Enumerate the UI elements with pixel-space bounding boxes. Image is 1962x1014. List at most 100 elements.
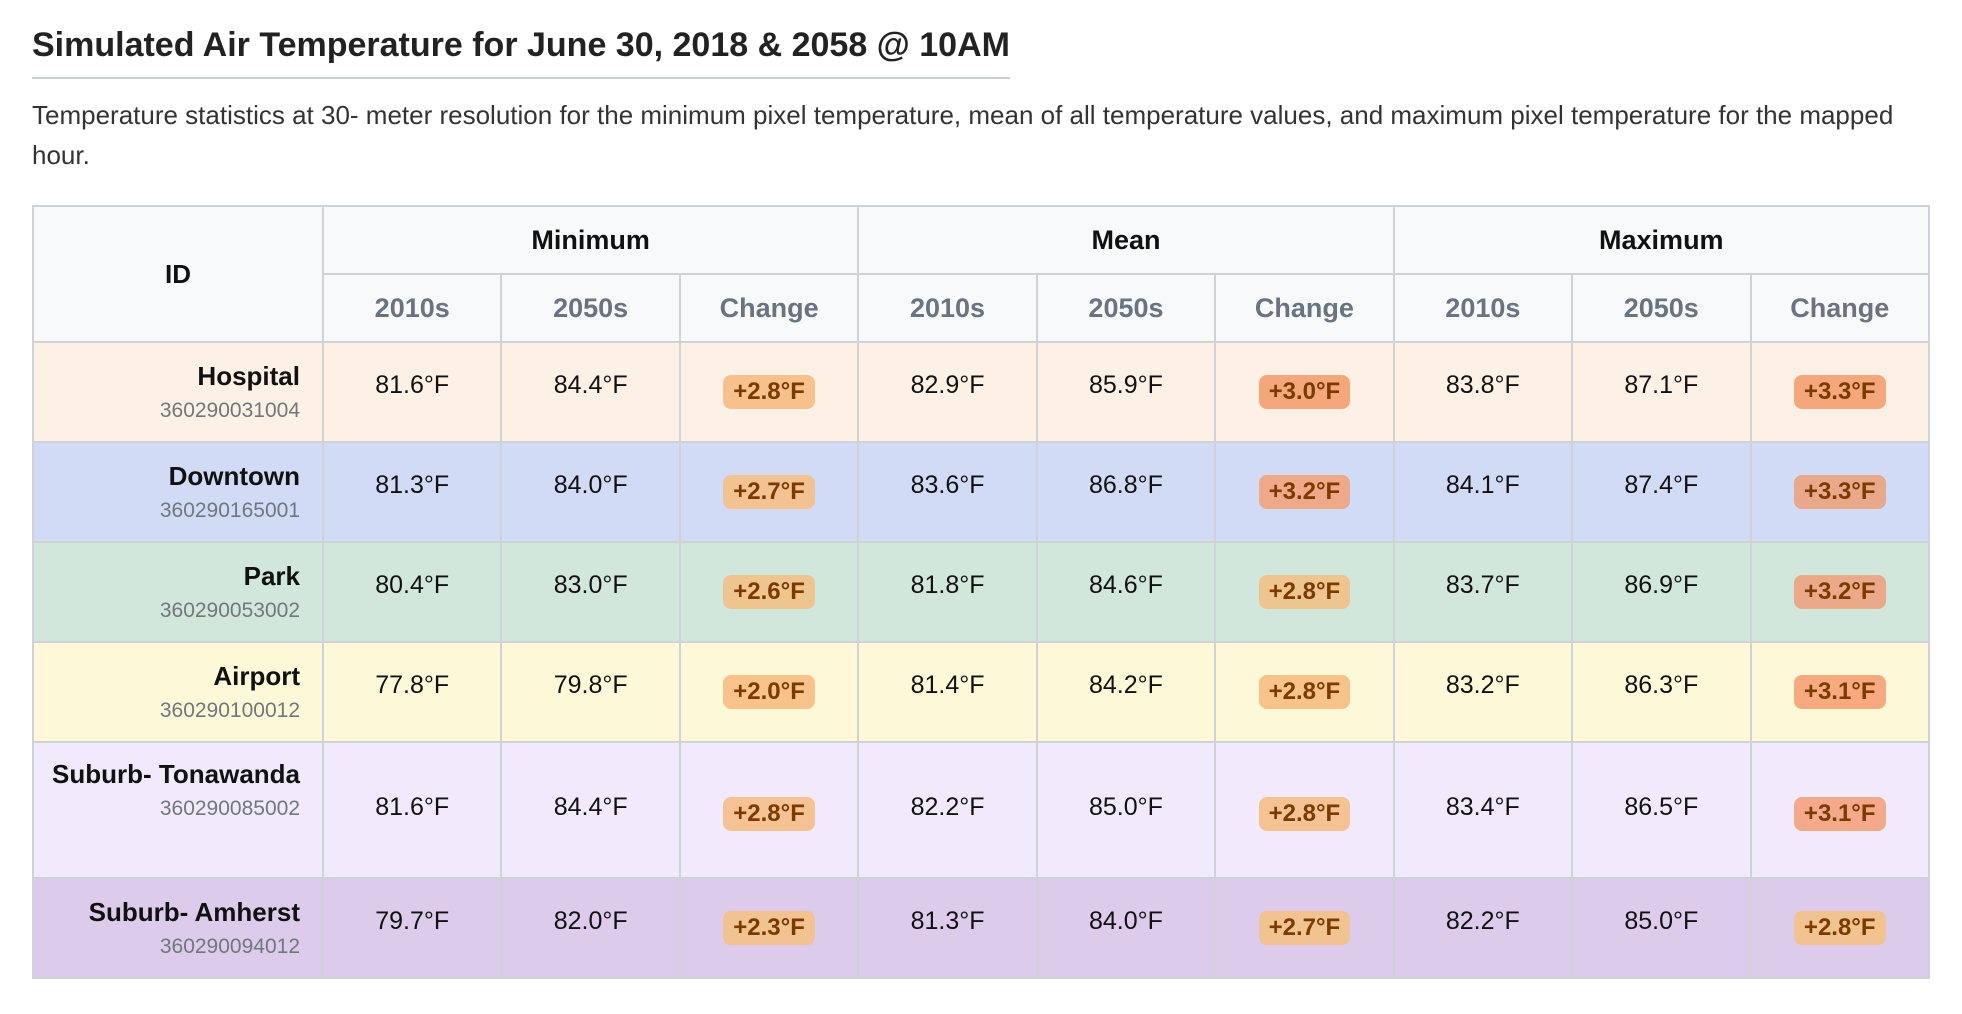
change-badge: +3.3°F [1793, 375, 1886, 409]
id-column-header: ID [32, 205, 324, 343]
table-row: Hospital 360290031004 81.6°F 84.4°F +2.8°F 82… [32, 341, 1930, 443]
max-2050s-cell: 86.3°F [1571, 641, 1752, 743]
mean-2010s-cell: 81.8°F [857, 541, 1038, 643]
min-2050s-cell: 82.0°F [500, 877, 681, 979]
change-badge: +3.3°F [1793, 475, 1886, 509]
min-change-cell: +2.7°F [678, 441, 860, 543]
mean-2010s-cell: 81.3°F [857, 877, 1038, 979]
location-code: 360290053002 [159, 599, 300, 622]
change-badge: +2.8°F [1793, 911, 1886, 945]
max-2050s-cell: 86.9°F [1571, 541, 1752, 643]
location-cell: Hospital 360290031004 [32, 341, 324, 443]
location-name: Suburb- Amherst [88, 897, 300, 927]
max-2050s-cell: 86.5°F [1571, 741, 1752, 879]
max-2010s-cell: 84.1°F [1392, 441, 1574, 543]
min-2010s-cell: 81.6°F [321, 341, 503, 443]
change-badge: +3.2°F [1793, 575, 1886, 609]
min-2010s-cell: 81.6°F [321, 741, 503, 879]
minimum-group-header: Minimum [321, 205, 860, 275]
change-badge: +2.8°F [1258, 675, 1351, 709]
max-change-cell: +2.8°F [1749, 877, 1930, 979]
location-code: 360290100012 [159, 699, 300, 722]
mean-2050s-cell: 85.0°F [1035, 741, 1217, 879]
max-change-cell: +3.1°F [1749, 641, 1930, 743]
change-badge: +2.8°F [1258, 575, 1351, 609]
location-code: 360290031004 [159, 399, 300, 422]
page-title: Simulated Air Temperature for June 30, 2… [32, 26, 1010, 79]
mean-2010s-cell: 82.9°F [857, 341, 1038, 443]
max-2010s-header: 2010s [1392, 273, 1574, 343]
mean-change-cell: +2.8°F [1214, 541, 1395, 643]
min-2010s-cell: 80.4°F [321, 541, 503, 643]
min-2010s-header: 2010s [321, 273, 503, 343]
mean-2010s-cell: 81.4°F [857, 641, 1038, 743]
max-2010s-cell: 82.2°F [1392, 877, 1574, 979]
table-row: Park 360290053002 80.4°F 83.0°F +2.6°F 81.8°F… [32, 541, 1930, 643]
min-change-cell: +2.8°F [678, 341, 860, 443]
location-cell: Suburb- Amherst 360290094012 [32, 877, 324, 979]
min-2050s-cell: 79.8°F [500, 641, 681, 743]
location-code: 360290094012 [159, 935, 300, 958]
mean-2050s-header: 2050s [1035, 273, 1217, 343]
max-2050s-cell: 85.0°F [1571, 877, 1752, 979]
table-row: Suburb- Tonawanda 360290085002 81.6°F 84.4°… [32, 741, 1930, 879]
max-2010s-cell: 83.7°F [1392, 541, 1574, 643]
page-description: Temperature statistics at 30- meter reso… [32, 100, 1894, 170]
max-2050s-cell: 87.4°F [1571, 441, 1752, 543]
max-2010s-cell: 83.8°F [1392, 341, 1574, 443]
min-change-cell: +2.0°F [678, 641, 860, 743]
table-row: Downtown 360290165001 81.3°F 84.0°F +2.7°F 83… [32, 441, 1930, 543]
min-2010s-cell: 79.7°F [321, 877, 503, 979]
min-2050s-cell: 83.0°F [500, 541, 681, 643]
mean-change-cell: +3.0°F [1214, 341, 1395, 443]
max-change-cell: +3.3°F [1749, 341, 1930, 443]
min-change-cell: +2.3°F [678, 877, 860, 979]
min-2010s-cell: 77.8°F [321, 641, 503, 743]
location-code: 360290165001 [159, 499, 300, 522]
min-2050s-cell: 84.0°F [500, 441, 681, 543]
mean-2050s-cell: 84.6°F [1035, 541, 1217, 643]
table-row: Airport 360290100012 77.8°F 79.8°F +2.0°F 81.… [32, 641, 1930, 743]
mean-2010s-cell: 83.6°F [857, 441, 1038, 543]
max-change-cell: +3.2°F [1749, 541, 1930, 643]
mean-change-cell: +2.7°F [1214, 877, 1395, 979]
mean-change-cell: +3.2°F [1214, 441, 1395, 543]
location-name: Suburb- Tonawanda [52, 759, 300, 789]
max-2050s-cell: 87.1°F [1571, 341, 1752, 443]
min-2050s-cell: 84.4°F [500, 341, 681, 443]
maximum-group-header: Maximum [1392, 205, 1931, 275]
change-badge: +3.1°F [1793, 675, 1886, 709]
table-row: Suburb- Amherst 360290094012 79.7°F 82.0°F +… [32, 877, 1930, 979]
change-badge: +2.0°F [723, 675, 815, 709]
page: Simulated Air Temperature for June 30, 2… [32, 26, 1931, 979]
mean-2050s-cell: 84.0°F [1035, 877, 1217, 979]
mean-2050s-cell: 85.9°F [1035, 341, 1217, 443]
location-name: Hospital [197, 361, 300, 391]
max-change-header: Change [1749, 273, 1930, 343]
mean-change-cell: +2.8°F [1214, 741, 1395, 879]
location-name: Downtown [168, 461, 300, 491]
min-2010s-cell: 81.3°F [321, 441, 503, 543]
min-change-cell: +2.8°F [678, 741, 860, 879]
min-2050s-cell: 84.4°F [500, 741, 681, 879]
change-badge: +2.8°F [723, 375, 815, 409]
max-change-cell: +3.3°F [1749, 441, 1930, 543]
change-badge: +2.7°F [1258, 911, 1351, 945]
table-body: Hospital 360290031004 81.6°F 84.4°F +2.8°F 82… [32, 341, 1930, 979]
max-change-cell: +3.1°F [1749, 741, 1930, 879]
change-badge: +2.6°F [723, 575, 815, 609]
location-cell: Downtown 360290165001 [32, 441, 324, 543]
location-code: 360290085002 [159, 797, 300, 820]
mean-2010s-cell: 82.2°F [857, 741, 1038, 879]
location-name: Park [243, 561, 300, 591]
change-badge: +3.1°F [1793, 797, 1886, 831]
min-2050s-header: 2050s [500, 273, 681, 343]
change-badge: +2.8°F [1258, 797, 1351, 831]
mean-group-header: Mean [857, 205, 1395, 275]
mean-2010s-header: 2010s [857, 273, 1038, 343]
location-cell: Suburb- Tonawanda 360290085002 [32, 741, 324, 879]
location-cell: Airport 360290100012 [32, 641, 324, 743]
temperature-table: ID Minimum Mean Maximum 2010s 2050s Chan… [32, 205, 1931, 979]
change-badge: +3.2°F [1258, 475, 1351, 509]
max-2010s-cell: 83.2°F [1392, 641, 1574, 743]
